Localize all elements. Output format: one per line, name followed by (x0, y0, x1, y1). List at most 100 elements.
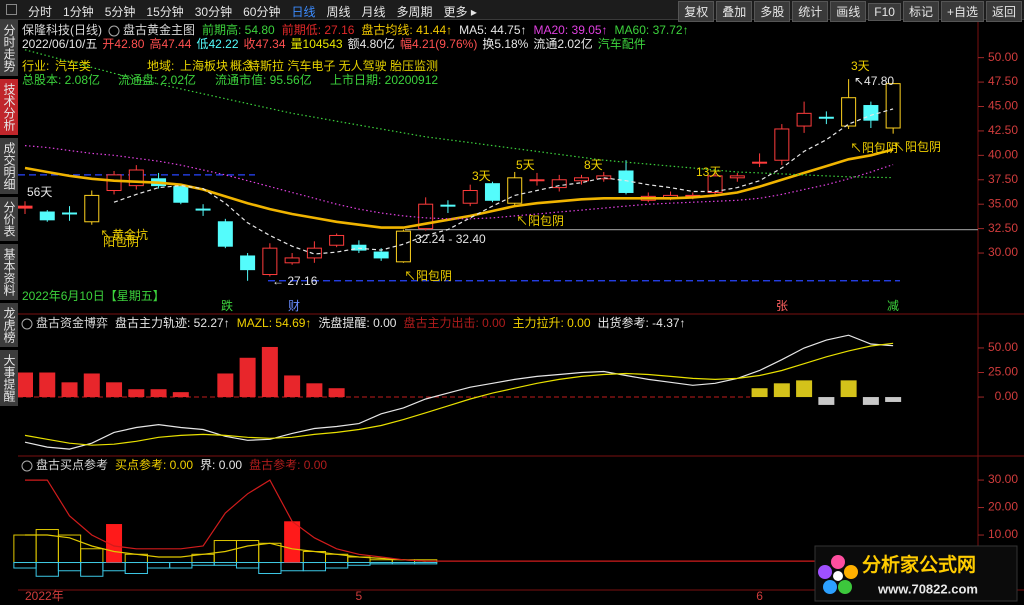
period-tab[interactable]: 30分钟 (194, 5, 233, 19)
candle-body (841, 97, 857, 127)
y-tick-label: 42.50 (988, 123, 1018, 137)
logo-center (833, 571, 843, 581)
bar (840, 380, 857, 398)
tool-button[interactable]: 叠加 (716, 1, 753, 22)
side-tab[interactable]: 基本资料 (0, 244, 18, 300)
logo-url: www.70822.com (877, 581, 978, 596)
tool-button[interactable]: 统计 (792, 1, 829, 22)
info-item: 量104543 (291, 37, 343, 51)
outline-bar (57, 534, 82, 564)
tool-button[interactable]: 画线 (830, 1, 867, 22)
candle-body (507, 177, 523, 204)
logo-petal (831, 555, 845, 569)
bar (150, 389, 167, 398)
candle-body (618, 170, 634, 193)
panel-header-item: 盘古黄金主图 (123, 22, 195, 37)
side-tab[interactable]: 分价表 (0, 197, 18, 241)
candle-body (240, 255, 256, 271)
info-item: 高47.44 (149, 36, 191, 51)
info-item: 流通盘: 2.02亿 (118, 72, 196, 87)
period-tabs: 分时 1分钟 5分钟 15分钟 30分钟 60分钟 日线 周线 月线 多周期 更多 ▸ (28, 3, 488, 20)
period-tab[interactable]: 1分钟 (63, 5, 94, 19)
info-item: 汽车配件 (598, 36, 646, 51)
y-tick-label: 30.00 (988, 472, 1018, 486)
annotation: ↖阳包阴 (850, 141, 898, 155)
period-tab[interactable]: 日线 (291, 5, 316, 19)
candle-body (306, 247, 322, 259)
toolbar: 分时 1分钟 5分钟 15分钟 30分钟 60分钟 日线 周线 月线 多周期 更多 ▸ 复权 叠加 多股… (0, 0, 1024, 22)
period-tab[interactable]: 多周期 (396, 5, 433, 19)
info-item: 幅4.21(9.76%) (400, 36, 477, 51)
period-tab[interactable]: 15分钟 (146, 5, 184, 19)
candle-body (17, 205, 33, 209)
candle-body (128, 169, 144, 187)
outline-bar (235, 540, 260, 564)
side-tab[interactable]: 分时走势 (0, 20, 18, 76)
annotation: 56天 (27, 185, 52, 199)
outline-bar (347, 562, 371, 566)
tool-button[interactable]: 返回 (985, 1, 1022, 22)
info-item: 换5.18% (482, 37, 528, 51)
info-item: 上市日期: 20200912 (330, 72, 438, 87)
tool-button[interactable]: 复权 (678, 1, 715, 22)
panel-header-item: 盘古买点参考 (36, 457, 108, 472)
toolbar-icon[interactable] (6, 4, 17, 15)
outline-bar (80, 562, 104, 577)
panel-header-item: 盘古主力轨迹: 52.27↑ (115, 315, 230, 330)
candle-body (752, 161, 768, 164)
candle-body (863, 105, 879, 121)
bar (217, 373, 234, 398)
outline-bar (302, 562, 327, 572)
logo-petal (838, 580, 852, 594)
candle-body (529, 179, 545, 182)
x-tick-label: 6 (756, 589, 763, 603)
y-tick-label: 35.00 (988, 196, 1018, 210)
info-item: 行业: (22, 59, 49, 73)
ma-line (24, 145, 894, 220)
candle-body (707, 175, 723, 193)
panel-header-item: 盘古主力出击: 0.00 (403, 315, 505, 330)
candle-body (440, 204, 456, 207)
logo-petal (844, 565, 858, 579)
bar (751, 388, 768, 398)
period-tab[interactable]: 更多 ▸ (443, 5, 477, 19)
bar (61, 382, 78, 398)
period-tab[interactable]: 5分钟 (104, 5, 136, 19)
period-tab[interactable]: 60分钟 (243, 5, 281, 19)
candle-body (551, 179, 567, 189)
period-tab[interactable]: 月线 (361, 5, 386, 19)
ma-line (24, 49, 894, 179)
outline-bar (302, 551, 327, 564)
annotation: ↖阳包阴 (516, 214, 564, 228)
period-tab[interactable]: 分时 (28, 5, 53, 19)
candle-body (39, 211, 55, 221)
candle-body (62, 212, 78, 215)
annotation: ↖47.80 (854, 74, 894, 88)
panel-header-item: MA20: 39.05↑ (534, 23, 608, 37)
bar (306, 383, 323, 398)
candle-body (729, 175, 745, 179)
tool-button[interactable]: +自选 (940, 1, 984, 22)
candle-body (796, 112, 812, 127)
candle-body (574, 177, 589, 182)
panel-header-item: 前期高: 54.80 (202, 22, 275, 37)
outline-bar (280, 562, 304, 572)
annotation: 13天 (696, 165, 721, 179)
info-item: 总股本: 2.08亿 (22, 72, 100, 87)
period-tab[interactable]: 周线 (326, 5, 351, 19)
info-item: 额4.80亿 (348, 36, 395, 51)
side-tab[interactable]: 技术分析 (0, 79, 18, 135)
info-item: 上海板块 (180, 58, 228, 73)
panel-header-item: 保隆科技(日线) (22, 22, 102, 37)
side-tab[interactable]: 成交明细 (0, 138, 18, 194)
y-tick-label: 40.00 (988, 148, 1018, 162)
info-item: 特斯拉 汽车电子 无人驾驶 胎压监测 (248, 58, 438, 73)
side-tab[interactable]: 大事提醒 (0, 350, 18, 406)
side-tab[interactable]: 龙虎榜 (0, 303, 18, 347)
candle-body (774, 128, 790, 161)
tool-button[interactable]: 多股 (754, 1, 791, 22)
candle-body (885, 83, 901, 129)
tool-button[interactable]: F10 (868, 3, 901, 21)
tool-button[interactable]: 标记 (902, 1, 939, 22)
